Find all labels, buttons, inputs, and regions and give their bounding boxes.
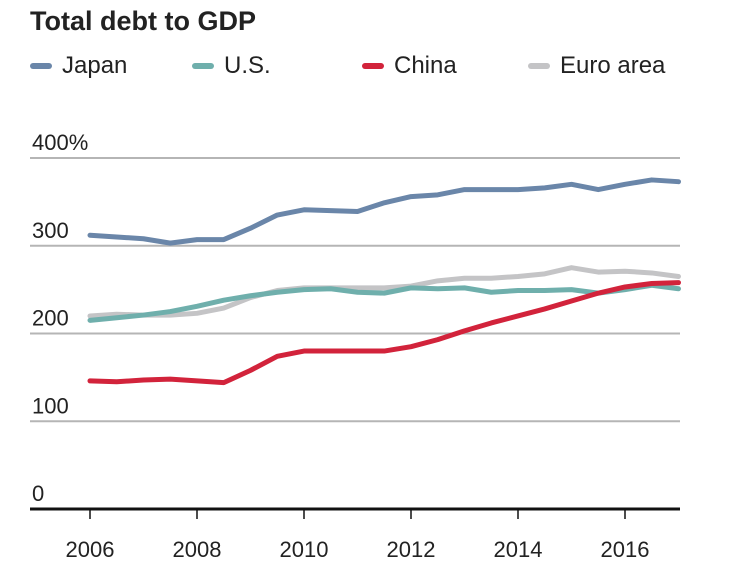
legend-label: China [394,52,457,79]
legend-swatch [362,63,384,69]
legend-label: U.S. [224,52,271,79]
legend-label: Japan [62,52,128,79]
x-tick-label: 2016 [601,537,650,562]
legend-item-us: U.S. [192,52,271,80]
x-tick-label: 2012 [387,537,436,562]
x-tick-label: 2006 [66,537,115,562]
y-tick-label: 400% [32,130,88,155]
legend-swatch [528,63,550,69]
y-tick-label: 300 [32,218,69,243]
legend-item-china: China [362,52,457,80]
series-line-japan [87,177,681,246]
legend-swatch [30,63,52,69]
series-line-u-s [87,282,681,323]
legend-swatch [192,63,214,69]
legend-label: Euro area [560,52,666,79]
legend-item-japan: Japan [30,52,127,80]
x-tick-label: 2014 [494,537,543,562]
y-tick-label: 100 [32,393,69,418]
y-tick-label: 200 [32,306,69,331]
y-tick-label: 0 [32,481,44,506]
chart-title: Total debt to GDP [30,6,256,36]
series-line-china [87,280,681,386]
legend-item-euro-area: Euro area [528,52,665,80]
x-tick-label: 2010 [280,537,329,562]
series-line-euro-area [87,265,681,319]
x-tick-label: 2008 [173,537,222,562]
legend: Japan U.S. China Euro area [30,52,730,86]
